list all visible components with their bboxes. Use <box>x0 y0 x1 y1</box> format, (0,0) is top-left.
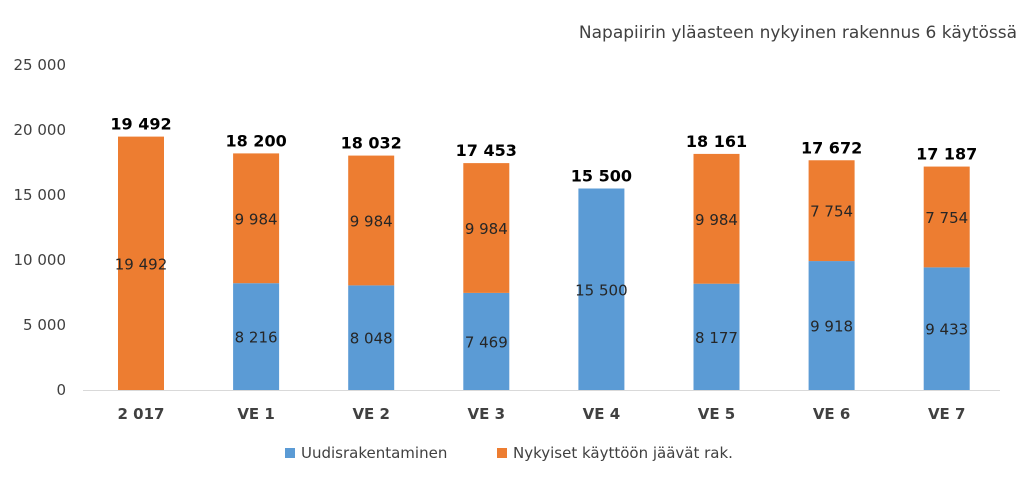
y-tick-label: 20 000 <box>14 121 67 139</box>
x-tick-label: VE 3 <box>468 405 506 423</box>
bar-segment <box>808 160 855 262</box>
total-value-label: 15 500 <box>571 167 632 186</box>
x-tick-label: VE 6 <box>813 405 851 423</box>
y-tick-label: 0 <box>56 381 66 399</box>
segment-value-label: 9 984 <box>350 212 393 230</box>
total-value-label: 18 200 <box>225 131 286 150</box>
bar-segment <box>233 283 280 390</box>
total-value-label: 18 032 <box>341 134 402 153</box>
y-tick-label: 10 000 <box>14 251 67 269</box>
x-tick-label: VE 1 <box>237 405 275 423</box>
bar-segment <box>578 188 625 390</box>
bar-segment <box>463 163 510 293</box>
x-tick-label: 2 017 <box>118 405 165 423</box>
total-value-label: 18 161 <box>686 132 747 151</box>
segment-value-label: 9 918 <box>810 318 853 336</box>
y-axis: 0 5 000 10 000 15 000 20 000 25 000 <box>14 56 67 399</box>
total-value-label: 17 672 <box>801 138 862 157</box>
segment-value-label: 9 984 <box>235 210 278 228</box>
bar-segment <box>693 283 740 390</box>
total-value-label: 19 492 <box>110 115 171 134</box>
bar-segment <box>808 261 855 390</box>
segment-value-label: 7 754 <box>925 209 968 227</box>
legend-label: Nykyiset käyttöön jäävät rak. <box>513 444 733 462</box>
x-tick-label: VE 7 <box>928 405 966 423</box>
segment-value-label: 7 469 <box>465 333 508 351</box>
segment-value-label: 8 177 <box>695 329 738 347</box>
bar-segment <box>923 166 970 268</box>
x-tick-label: VE 4 <box>583 405 621 423</box>
total-value-label: 17 453 <box>456 141 517 160</box>
bars: 19 492 19 492 8 216 9 984 18 200 8 048 9 984 18… <box>110 115 977 390</box>
bar-segment <box>233 153 280 284</box>
segment-value-label: 15 500 <box>575 281 628 299</box>
segment-value-label: 8 048 <box>350 330 393 348</box>
segment-value-label: 9 433 <box>925 321 968 339</box>
legend-swatch <box>497 448 507 458</box>
y-tick-label: 5 000 <box>23 316 66 334</box>
bar-segment <box>923 267 970 390</box>
segment-value-label: 9 984 <box>695 211 738 229</box>
segment-value-label: 9 984 <box>465 220 508 238</box>
bar-segment <box>118 136 164 390</box>
bar-segment <box>348 285 395 390</box>
chart-title: Napapiirin yläasteen nykyinen rakennus 6… <box>579 23 1017 43</box>
segment-value-label: 19 492 <box>115 255 168 273</box>
x-tick-label: VE 5 <box>698 405 736 423</box>
bar-segment <box>693 153 740 284</box>
legend: Uudisrakentaminen Nykyiset käyttöön jäävä… <box>285 444 733 462</box>
legend-swatch <box>285 448 295 458</box>
y-tick-label: 25 000 <box>14 56 67 74</box>
bar-segment <box>463 292 510 390</box>
legend-label: Uudisrakentaminen <box>301 444 447 462</box>
total-value-label: 17 187 <box>916 145 977 164</box>
bar-segment <box>348 155 395 286</box>
y-tick-label: 15 000 <box>14 186 67 204</box>
segment-value-label: 7 754 <box>810 203 853 221</box>
segment-value-label: 8 216 <box>235 329 278 347</box>
x-axis: 2 017 VE 1 VE 2 VE 3 VE 4 VE 5 VE 6 VE 7 <box>118 405 966 423</box>
x-tick-label: VE 2 <box>352 405 390 423</box>
